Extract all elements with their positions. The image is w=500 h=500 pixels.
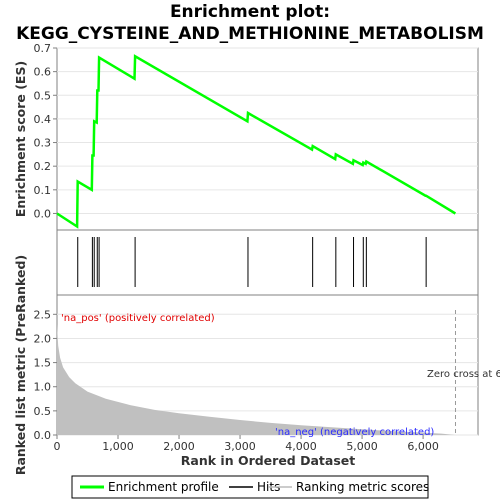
- metric-y-tick-label: 0.5: [34, 405, 52, 418]
- es-y-axis-title: Enrichment score (ES): [13, 61, 28, 217]
- legend-label: Ranking metric scores: [296, 480, 429, 494]
- es-y-tick-label: 0.6: [34, 66, 52, 79]
- metric-y-tick-label: 2.0: [34, 332, 52, 345]
- x-tick-label: 0: [54, 440, 61, 453]
- es-y-tick-label: 0.4: [34, 113, 52, 126]
- es-y-tick-label: 0.0: [34, 207, 52, 220]
- metric-y-tick-label: 1.0: [34, 381, 52, 394]
- x-tick-label: 1,000: [102, 440, 134, 453]
- enrichment-profile-line: [56, 54, 457, 229]
- metric-y-tick-label: 2.5: [34, 308, 52, 321]
- metric-y-ticks: 0.0 0.5 1.0 1.5 2.0 2.5: [34, 308, 57, 442]
- x-tick-label: 4,000: [285, 440, 317, 453]
- x-tick-label: 2,000: [163, 440, 195, 453]
- x-ticks: 0 1,000 2,000 3,000 4,000 5,000 6,000: [54, 435, 439, 453]
- x-axis-title: Rank in Ordered Dataset: [181, 453, 355, 468]
- metric-gridlines: [57, 313, 478, 436]
- legend-label: Enrichment profile: [108, 480, 219, 494]
- x-tick-label: 5,000: [346, 440, 378, 453]
- ranking-metric-area: [57, 324, 456, 435]
- metric-y-tick-label: 0.0: [34, 429, 52, 442]
- es-panel-frame: [56, 47, 479, 231]
- es-y-tick-label: 0.1: [34, 184, 52, 197]
- es-y-ticks: 0.0 0.1 0.2 0.3 0.4 0.5 0.6 0.7: [34, 42, 57, 220]
- x-tick-label: 6,000: [407, 440, 439, 453]
- zero-cross-label: Zero cross at 6531: [427, 369, 500, 380]
- es-y-tick-label: 0.3: [34, 137, 52, 150]
- negative-correlation-label: 'na_neg' (negatively correlated): [275, 427, 434, 438]
- legend: Enrichment profile Hits Ranking metric sco…: [80, 480, 429, 494]
- es-y-tick-label: 0.2: [34, 160, 52, 173]
- chart-title-line1: Enrichment plot:: [170, 2, 330, 22]
- x-tick-label: 3,000: [224, 440, 256, 453]
- positive-correlation-label: 'na_pos' (positively correlated): [61, 313, 215, 324]
- es-gridlines: [57, 47, 478, 214]
- hits-panel-frame: [56, 229, 479, 296]
- chart-title-line2: KEGG_CYSTEINE_AND_METHIONINE_METABOLISM: [16, 24, 484, 44]
- es-y-tick-label: 0.5: [34, 89, 52, 102]
- hit-marks: [77, 237, 427, 287]
- metric-y-tick-label: 1.5: [34, 357, 52, 370]
- metric-y-axis-title: Ranked list metric (PreRanked): [13, 255, 28, 475]
- es-y-tick-label: 0.7: [34, 42, 52, 55]
